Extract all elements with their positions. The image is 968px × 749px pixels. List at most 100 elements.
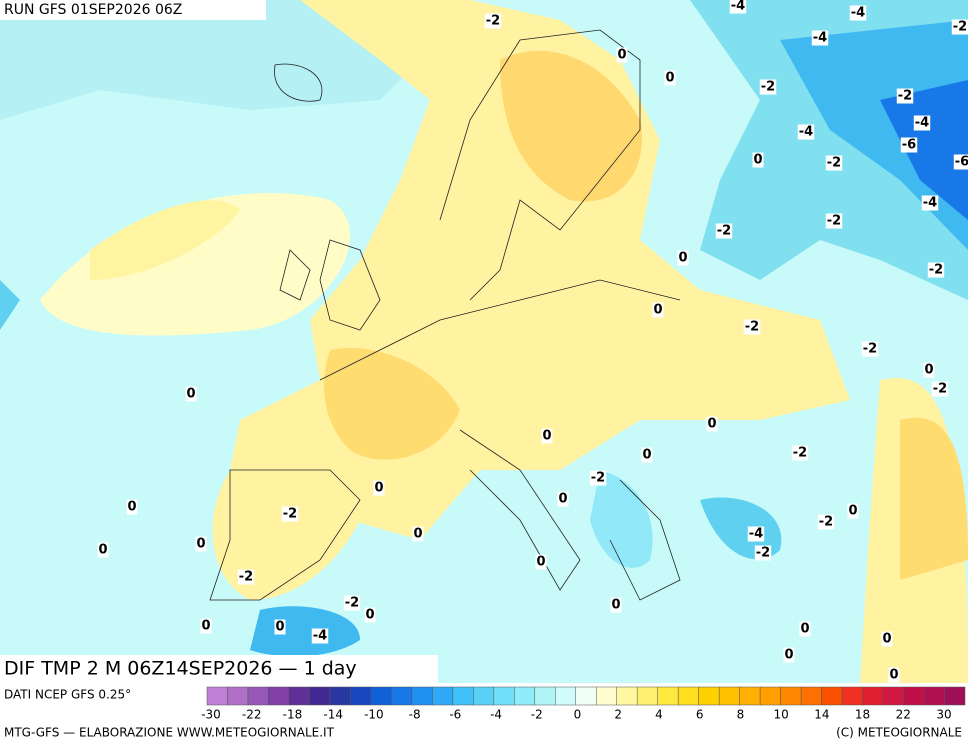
label-bg [754,545,772,561]
colorbar-swatch [575,686,597,706]
contour-labels: -4 -4-2-4-200-2-2-4-4-60 -2 -6-4-2-20-20-2-… [97,0,968,683]
colorbar-tick-label: 8 [737,708,745,722]
contour-label: -2 [929,263,943,278]
map-title: DIF TMP 2 M 06Z14SEP2026 — 1 day [4,658,357,680]
label-bg [616,47,628,63]
contour-label: -2 [898,89,912,104]
label-bg [281,506,299,522]
label-bg [311,628,329,644]
colorbar-swatch [698,686,720,706]
colorbar-tick-label: 14 [814,708,829,722]
colorbar-swatch [534,686,556,706]
label-bg [729,0,747,14]
contour-label: 0 [924,363,933,378]
label-bg [535,554,547,570]
colorbar-swatch [391,686,413,706]
label-bg [541,428,553,444]
title-box [0,655,438,683]
colorbar-swatch [759,686,781,706]
contour-label: -2 [819,515,833,530]
contour-label: 0 [365,608,374,623]
contour-label: -2 [745,320,759,335]
colorbar-swatch [657,686,679,706]
contour-label: 0 [558,492,567,507]
contour-label: 0 [186,387,195,402]
colorbar-swatch [739,686,761,706]
contour-label: 0 [127,500,136,515]
colorbar-swatch [288,686,310,706]
label-bg [343,595,361,611]
label-bg [953,154,968,170]
contour-label: -2 [933,382,947,397]
contour-label: -4 [851,6,865,21]
contour-label: 0 [374,481,383,496]
contour-label: 0 [882,632,891,647]
label-bg [896,88,914,104]
colorbar-swatch [821,686,843,706]
colorbar-tick-label: -4 [490,708,502,722]
label-bg [200,618,212,634]
label-bg [652,302,664,318]
label-bg [783,647,795,663]
label-bg [861,341,879,357]
label-bg [185,386,197,402]
contour-label: -2 [827,156,841,171]
contour-label: 0 [642,448,651,463]
contour-label: 0 [678,251,687,266]
label-bg [817,514,835,530]
label-bg [641,447,653,463]
contour-label: 0 [275,620,284,635]
contour-label: 0 [196,537,205,552]
colorbar-tick-label: 30 [936,708,951,722]
contour-label: -2 [793,446,807,461]
colorbar-swatch [636,686,658,706]
colorbar-swatch [309,686,331,706]
run-label: RUN GFS 01SEP2026 06Z [4,2,182,18]
contour-label: 0 [98,543,107,558]
colorbar-tick-label: 6 [696,708,704,722]
colorbar-tick-label: -6 [449,708,461,722]
contour-label: -2 [591,471,605,486]
label-bg [126,499,138,515]
contour-label: -4 [813,31,827,46]
colorbar-swatch [329,686,351,706]
colorbar-swatch [473,686,495,706]
contour-label: -6 [955,155,968,170]
colorbar-swatch [923,686,945,706]
contour-label: 0 [536,555,545,570]
label-bg [557,491,569,507]
contour-label: 0 [413,527,422,542]
contour-label: -2 [239,570,253,585]
contour-label: 0 [201,619,210,634]
label-bg [900,137,918,153]
label-bg [913,115,931,131]
label-bg [811,30,829,46]
label-bg [888,667,900,683]
colorbar-swatch [452,686,474,706]
label-bg [849,5,867,21]
label-bg [364,607,376,623]
colorbar-tick-label: -8 [409,708,421,722]
label-bg [921,195,939,211]
label-bg [951,19,968,35]
colorbar: -30 -22 -18 -14 -10 -8 -6 -4 -2 0 2 4 6 8 10 14 18 22 30 [201,686,966,722]
contour-label: -4 [799,125,813,140]
source-label: DATI NCEP GFS 0.25° [4,688,131,702]
label-bg [664,70,676,86]
colorbar-swatch [800,686,822,706]
contour-label: -6 [902,138,916,153]
colorbar-tick-label: -2 [531,708,543,722]
colorbar-swatch [677,686,699,706]
colorbar-swatch [780,686,802,706]
colorbar-swatch [718,686,740,706]
run-box [0,0,266,20]
label-bg [825,155,843,171]
contour-label: 0 [848,504,857,519]
colorbar-tick-label: -30 [201,708,221,722]
label-bg [931,381,949,397]
colorbar-swatch [841,686,863,706]
label-bg [610,597,622,613]
contour-label: 0 [665,71,674,86]
contour-label: 0 [707,417,716,432]
colorbar-swatch [493,686,515,706]
